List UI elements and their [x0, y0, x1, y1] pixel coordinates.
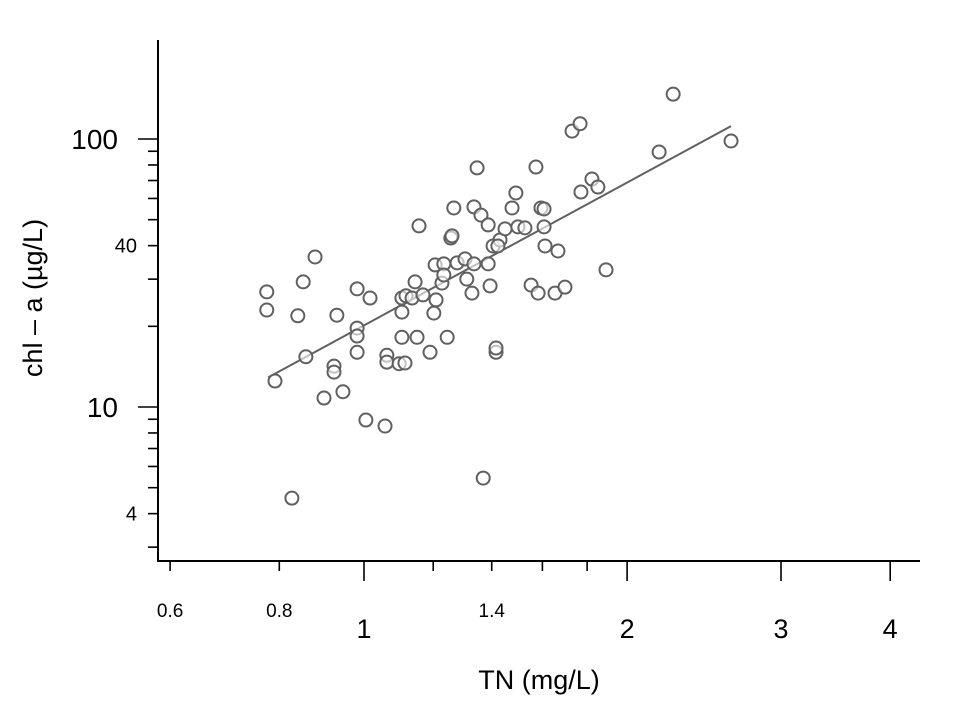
data-point	[422, 344, 438, 360]
data-point	[573, 184, 589, 200]
data-point	[480, 256, 496, 272]
data-points	[259, 86, 739, 506]
x-tick-label: 1	[356, 614, 371, 644]
data-point	[446, 200, 462, 216]
data-point	[358, 412, 374, 428]
data-point	[411, 218, 427, 234]
data-point	[428, 292, 444, 308]
data-point	[349, 281, 365, 297]
data-point	[409, 329, 425, 345]
data-point	[397, 355, 413, 371]
y-axis-label: chl – a (µg/L)	[18, 219, 48, 377]
y-tick-label: 100	[71, 124, 118, 155]
data-point	[469, 160, 485, 176]
data-point	[528, 159, 544, 175]
data-point	[394, 329, 410, 345]
data-point	[590, 179, 606, 195]
data-point	[536, 201, 552, 217]
data-point	[488, 340, 504, 356]
data-point	[284, 490, 300, 506]
data-point	[335, 384, 351, 400]
x-tick-label: 0.8	[266, 601, 292, 622]
data-point	[415, 287, 431, 303]
x-tick-label: 3	[773, 614, 788, 644]
data-point	[537, 238, 553, 254]
data-point	[475, 470, 491, 486]
data-point	[557, 279, 573, 295]
data-point	[504, 200, 520, 216]
data-point	[307, 249, 323, 265]
data-point	[572, 116, 588, 132]
data-point	[377, 418, 393, 434]
data-point	[362, 290, 378, 306]
data-point	[530, 285, 546, 301]
data-point	[426, 305, 442, 321]
data-point	[394, 304, 410, 320]
data-point	[259, 302, 275, 318]
data-point	[298, 349, 314, 365]
data-point	[379, 354, 395, 370]
data-point	[259, 284, 275, 300]
data-point	[439, 329, 455, 345]
data-point	[349, 328, 365, 344]
data-point	[482, 278, 498, 294]
data-point	[497, 221, 513, 237]
data-point	[407, 274, 423, 290]
data-point	[295, 274, 311, 290]
data-point	[444, 228, 460, 244]
data-point	[349, 344, 365, 360]
data-point	[723, 133, 739, 149]
data-point	[550, 243, 566, 259]
data-point	[536, 219, 552, 235]
data-point	[464, 285, 480, 301]
data-point	[651, 144, 667, 160]
y-tick-label: 40	[115, 236, 137, 258]
data-point	[598, 262, 614, 278]
data-point	[480, 217, 496, 233]
y-tick-label: 4	[126, 504, 137, 526]
data-point	[436, 267, 452, 283]
data-point	[517, 220, 533, 236]
data-point	[473, 207, 489, 223]
data-point	[665, 86, 681, 102]
x-axis-label: TN (mg/L)	[478, 665, 600, 695]
data-point	[316, 390, 332, 406]
data-point	[326, 364, 342, 380]
x-tick-label: 2	[620, 614, 635, 644]
x-tick-label: 4	[883, 614, 898, 644]
data-point	[329, 307, 345, 323]
data-point	[508, 185, 524, 201]
x-tick-label: 0.6	[157, 601, 183, 622]
data-point	[459, 271, 475, 287]
axes: 1 2 3 4 0.6 0.8 1.4 10 100 4 40	[71, 40, 920, 644]
y-tick-label: 10	[87, 392, 118, 423]
data-point	[466, 256, 482, 272]
data-point	[267, 373, 283, 389]
x-tick-label: 1.4	[479, 601, 506, 622]
data-point	[490, 238, 506, 254]
data-point	[290, 308, 306, 324]
